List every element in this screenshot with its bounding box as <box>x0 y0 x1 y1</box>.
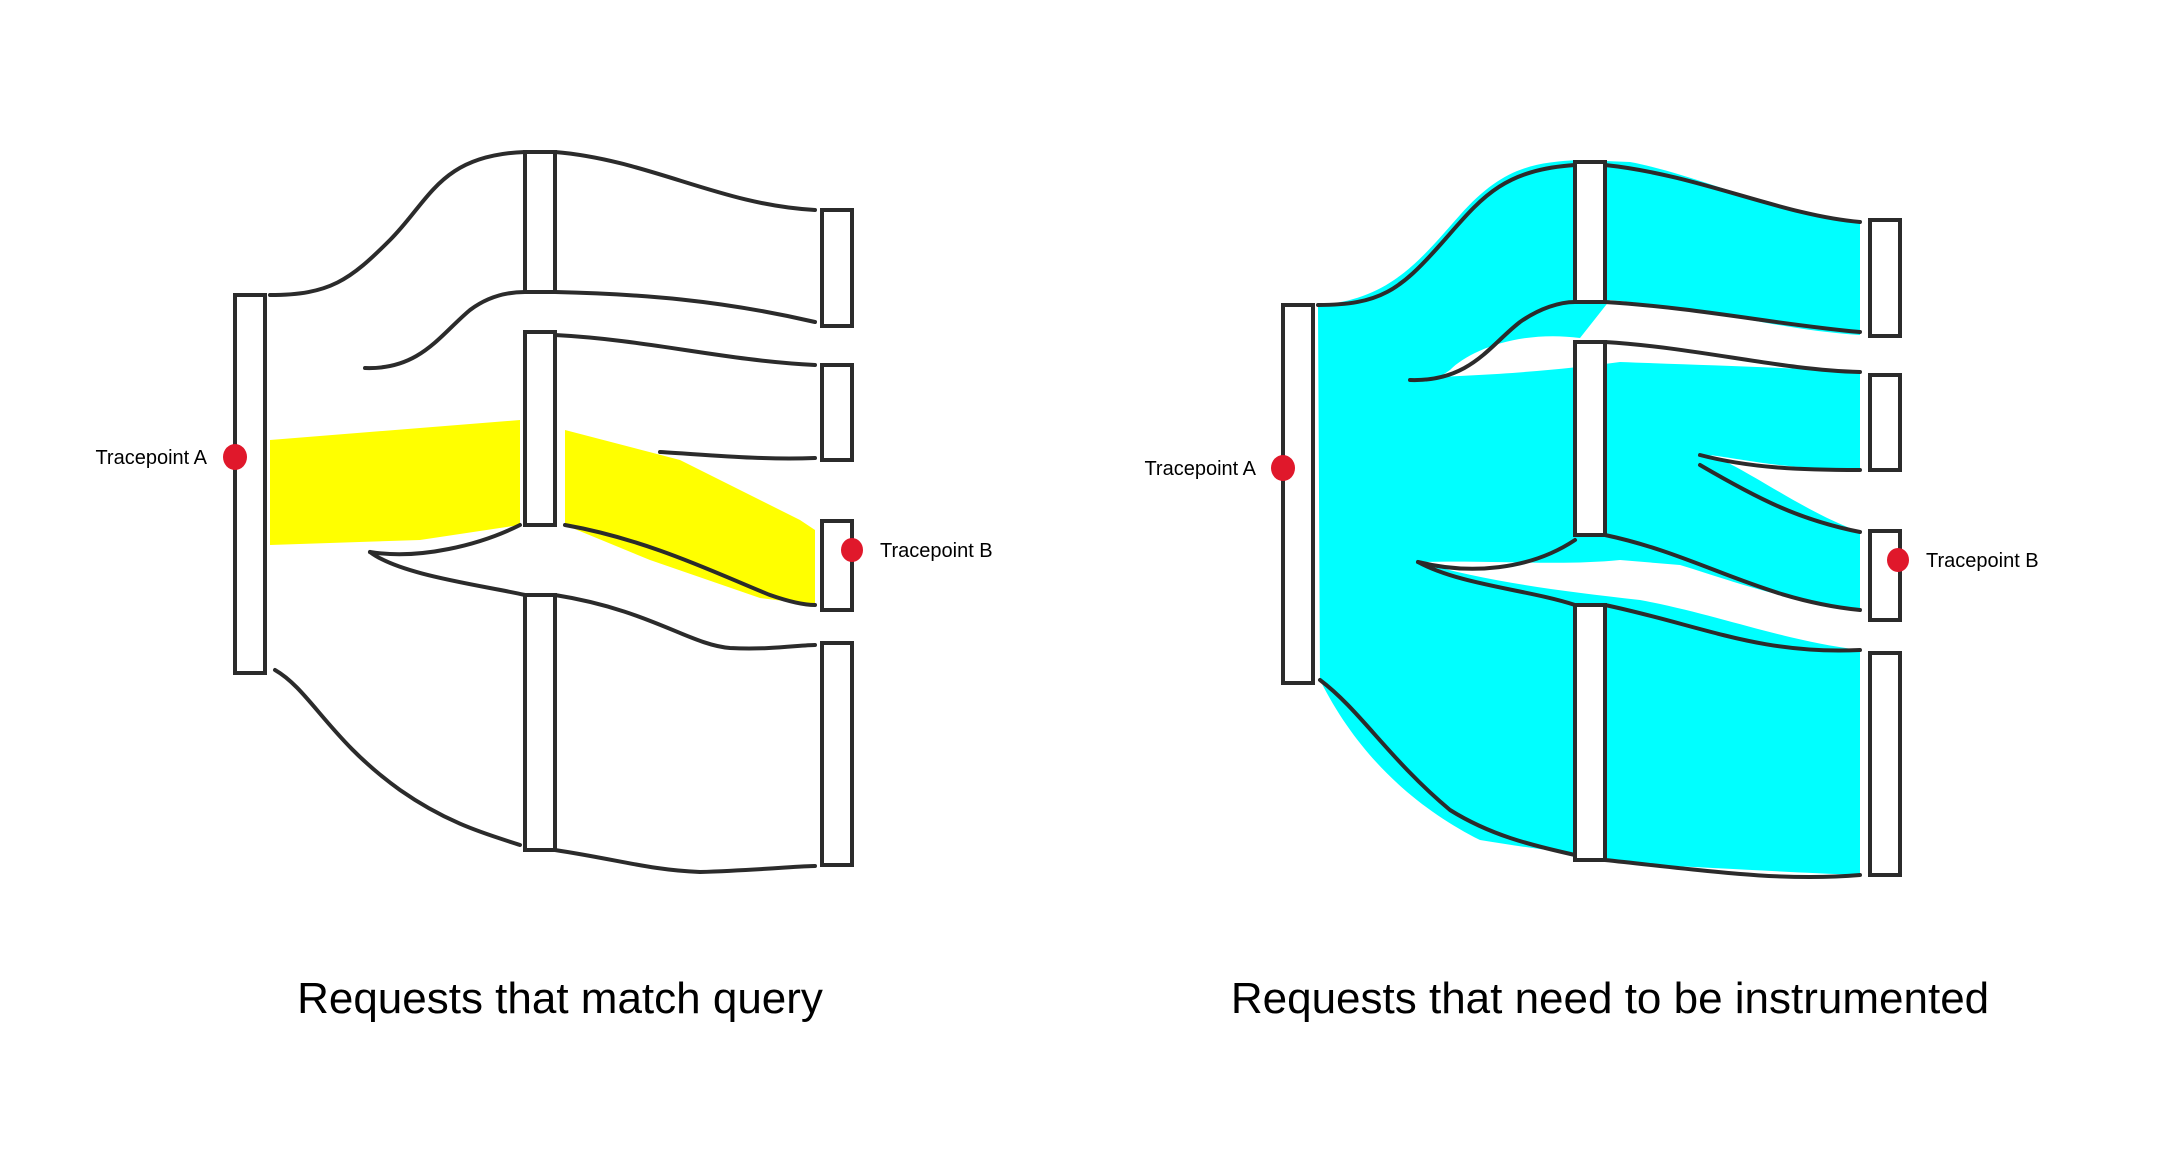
left-diagram: Tracepoint A Tracepoint B Requests that … <box>95 150 993 1023</box>
tracepoint-a-label: Tracepoint A <box>95 447 207 469</box>
middle-node <box>523 150 557 294</box>
flow-line <box>1416 538 1577 571</box>
flow-line <box>553 848 817 874</box>
sink-node <box>1868 651 1902 877</box>
flow-line <box>1318 678 1577 857</box>
middle-node <box>523 593 557 852</box>
sink-node <box>820 363 854 462</box>
highlight-band-1 <box>270 420 520 545</box>
source-node <box>233 293 267 675</box>
flow-line <box>363 290 527 371</box>
flow-line <box>1603 858 1862 880</box>
flow-line <box>553 593 817 651</box>
source-node <box>1281 303 1315 685</box>
flow-line <box>368 550 527 597</box>
tracepoint-a-label: Tracepoint A <box>1144 458 1256 480</box>
nodes <box>233 150 854 867</box>
flow-line <box>368 523 522 557</box>
flow-line <box>1316 163 1577 307</box>
sink-node <box>1868 373 1902 472</box>
flow-lines <box>268 150 817 874</box>
highlight-band-2 <box>565 430 815 605</box>
left-caption: Requests that match query <box>297 974 823 1023</box>
tracepoint-a-dot <box>223 444 247 470</box>
middle-node <box>1573 603 1607 862</box>
tracepoint-b-dot <box>1887 548 1909 572</box>
flow-line <box>1698 453 1862 472</box>
flow-line <box>1416 560 1577 607</box>
nodes <box>1281 160 1902 877</box>
tracepoint-b-dot <box>841 538 863 562</box>
flow-line <box>553 150 817 212</box>
flow-line <box>1408 300 1577 383</box>
sink-node <box>1868 218 1902 338</box>
sink-node <box>820 519 854 612</box>
flow-line <box>1603 603 1862 653</box>
flow-line <box>1603 163 1862 224</box>
sink-node <box>1868 529 1902 622</box>
query-match-highlight <box>270 420 815 605</box>
middle-node <box>523 330 557 527</box>
middle-node <box>1573 160 1607 304</box>
flow-lines <box>1316 163 1862 880</box>
sink-node <box>820 208 854 328</box>
flow-line <box>1603 340 1862 374</box>
flow-line <box>658 450 817 461</box>
flow-line <box>268 150 527 297</box>
flow-line <box>1603 533 1862 612</box>
flow-line <box>1698 463 1862 534</box>
sink-node <box>820 641 854 867</box>
flow-line <box>1603 300 1862 334</box>
flow-line <box>563 523 817 607</box>
flow-line <box>553 333 817 367</box>
flow-line <box>553 290 817 324</box>
right-caption: Requests that need to be instrumented <box>1231 974 1989 1023</box>
right-diagram: Tracepoint A Tracepoint B Requests that … <box>1144 160 2039 1023</box>
tracepoint-a-dot <box>1271 455 1295 481</box>
middle-node <box>1573 340 1607 537</box>
tracepoint-b-label: Tracepoint B <box>1926 550 2039 572</box>
flow-line <box>273 668 522 847</box>
tracepoint-b-label: Tracepoint B <box>880 540 993 562</box>
